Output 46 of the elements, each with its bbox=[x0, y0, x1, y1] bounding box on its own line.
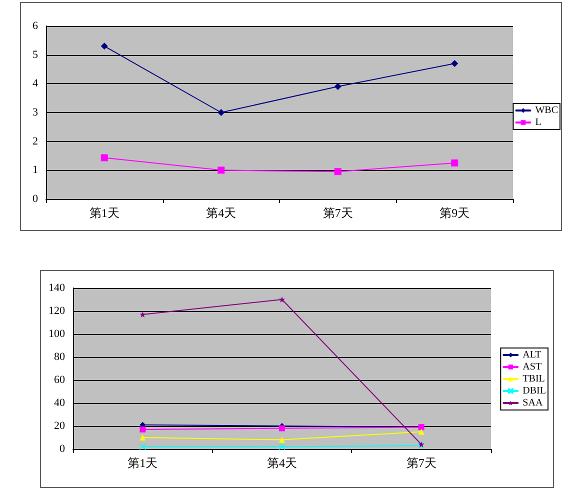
legend-label: WBC bbox=[535, 105, 558, 116]
point bbox=[140, 311, 146, 318]
point bbox=[279, 425, 285, 432]
legend-label: DBIL bbox=[522, 386, 546, 396]
point bbox=[218, 166, 225, 174]
point bbox=[418, 428, 424, 435]
point bbox=[279, 296, 285, 302]
point bbox=[334, 83, 342, 90]
y-tick-label: 100 bbox=[48, 328, 66, 340]
y-tick-label: 60 bbox=[54, 374, 66, 386]
y-tick-label: 80 bbox=[54, 351, 66, 363]
y-tick-label: 20 bbox=[54, 420, 66, 432]
point bbox=[139, 443, 146, 450]
point bbox=[279, 436, 285, 443]
point bbox=[100, 154, 108, 162]
x-tick-label: 第9天 bbox=[440, 206, 470, 220]
point bbox=[278, 443, 286, 450]
y-tick-label: 1 bbox=[32, 164, 38, 176]
point bbox=[218, 109, 225, 116]
y-tick-label: 0 bbox=[32, 193, 38, 205]
legend-label: L bbox=[535, 117, 542, 128]
point bbox=[140, 434, 146, 440]
y-tick-label: 2 bbox=[32, 135, 38, 148]
y-tick-label: 0 bbox=[60, 443, 66, 455]
y-tick-label: 140 bbox=[48, 282, 66, 294]
y-tick-label: 5 bbox=[32, 48, 38, 61]
point bbox=[140, 426, 146, 432]
legend-label: AST bbox=[522, 362, 542, 372]
legend-label: ALT bbox=[522, 350, 542, 360]
y-tick-label: 3 bbox=[32, 106, 38, 118]
y-tick-label: 6 bbox=[32, 20, 38, 32]
y-tick-label: 120 bbox=[48, 305, 66, 317]
legend-label: SAA bbox=[522, 398, 544, 408]
x-tick-label: 第4天 bbox=[267, 456, 297, 470]
x-tick-label: 第1天 bbox=[128, 456, 158, 470]
x-tick-label: 第1天 bbox=[89, 206, 120, 220]
point bbox=[451, 60, 458, 67]
x-tick-label: 第7天 bbox=[322, 206, 353, 220]
y-tick-label: 4 bbox=[32, 78, 38, 90]
x-tick-label: 第4天 bbox=[206, 206, 236, 220]
legend-label: TBIL bbox=[522, 374, 545, 384]
x-tick-label: 第7天 bbox=[406, 456, 436, 470]
point bbox=[100, 42, 108, 50]
point bbox=[451, 159, 458, 166]
point bbox=[334, 168, 342, 176]
y-tick-label: 40 bbox=[54, 397, 66, 409]
